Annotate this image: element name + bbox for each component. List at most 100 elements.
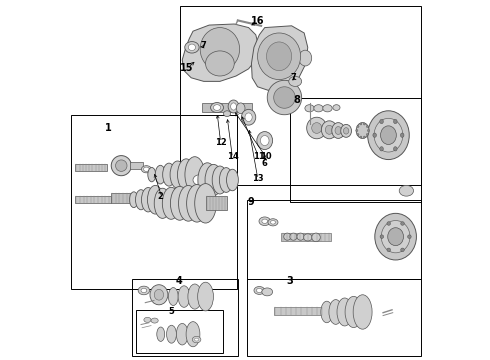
Ellipse shape	[401, 248, 404, 252]
Ellipse shape	[368, 130, 369, 132]
Ellipse shape	[169, 288, 178, 306]
Ellipse shape	[141, 288, 147, 293]
Ellipse shape	[375, 213, 416, 260]
Bar	[247, 200, 421, 279]
Ellipse shape	[270, 221, 275, 224]
Ellipse shape	[242, 109, 256, 125]
Bar	[202, 103, 252, 112]
Ellipse shape	[312, 233, 320, 242]
Ellipse shape	[329, 300, 343, 324]
Text: 7: 7	[201, 41, 207, 50]
Ellipse shape	[138, 286, 149, 295]
Ellipse shape	[142, 188, 155, 212]
Bar	[205, 196, 227, 211]
Bar	[71, 116, 237, 289]
Ellipse shape	[256, 288, 262, 293]
Ellipse shape	[353, 295, 372, 329]
Ellipse shape	[135, 190, 147, 210]
Ellipse shape	[387, 248, 391, 252]
Text: 14: 14	[226, 152, 238, 161]
Ellipse shape	[245, 113, 252, 122]
Ellipse shape	[192, 336, 201, 343]
Ellipse shape	[111, 156, 131, 176]
Ellipse shape	[380, 147, 383, 151]
Ellipse shape	[267, 42, 292, 71]
Ellipse shape	[205, 51, 234, 76]
Ellipse shape	[197, 282, 214, 311]
Ellipse shape	[393, 147, 397, 151]
Ellipse shape	[188, 284, 202, 309]
Ellipse shape	[195, 338, 199, 341]
Ellipse shape	[187, 185, 207, 222]
Ellipse shape	[321, 301, 333, 323]
Text: 10: 10	[260, 152, 271, 161]
Text: 9: 9	[247, 197, 254, 207]
Text: 8: 8	[294, 95, 300, 105]
Ellipse shape	[335, 127, 342, 134]
Ellipse shape	[363, 123, 366, 125]
Ellipse shape	[268, 219, 278, 226]
Ellipse shape	[289, 76, 302, 86]
Bar	[132, 279, 238, 356]
Text: 3: 3	[287, 276, 293, 286]
Ellipse shape	[162, 187, 180, 219]
Bar	[130, 162, 143, 169]
Ellipse shape	[211, 103, 223, 113]
Ellipse shape	[366, 125, 368, 127]
Text: 5: 5	[169, 307, 174, 316]
Text: 13: 13	[252, 174, 264, 183]
Text: 6: 6	[262, 159, 268, 168]
Ellipse shape	[155, 165, 166, 184]
Ellipse shape	[262, 219, 268, 224]
Ellipse shape	[332, 123, 344, 138]
Ellipse shape	[360, 123, 362, 125]
Ellipse shape	[144, 167, 149, 171]
Ellipse shape	[228, 100, 239, 113]
Ellipse shape	[307, 117, 327, 139]
Ellipse shape	[129, 192, 138, 208]
Ellipse shape	[195, 184, 217, 223]
Ellipse shape	[212, 166, 227, 194]
Ellipse shape	[163, 163, 175, 186]
Ellipse shape	[363, 136, 366, 138]
Ellipse shape	[226, 169, 238, 191]
Ellipse shape	[380, 235, 384, 238]
Ellipse shape	[325, 125, 333, 134]
Ellipse shape	[259, 217, 270, 226]
Ellipse shape	[341, 125, 351, 137]
Ellipse shape	[200, 28, 240, 71]
Bar	[180, 6, 421, 185]
Ellipse shape	[343, 128, 349, 134]
Ellipse shape	[381, 221, 410, 253]
Ellipse shape	[360, 136, 362, 138]
Ellipse shape	[284, 233, 291, 240]
Ellipse shape	[312, 123, 322, 134]
Bar	[290, 98, 421, 202]
Bar	[247, 279, 421, 356]
Text: 4: 4	[175, 276, 182, 286]
Text: 15: 15	[180, 63, 194, 73]
Ellipse shape	[154, 289, 164, 300]
Bar	[136, 310, 223, 353]
Ellipse shape	[357, 125, 359, 127]
Ellipse shape	[167, 325, 176, 343]
Ellipse shape	[188, 44, 196, 50]
Ellipse shape	[214, 105, 220, 111]
Ellipse shape	[345, 296, 362, 328]
Ellipse shape	[262, 288, 272, 296]
Ellipse shape	[178, 185, 198, 221]
Ellipse shape	[333, 105, 340, 111]
Text: 11: 11	[253, 152, 265, 161]
Ellipse shape	[171, 186, 189, 220]
Ellipse shape	[186, 321, 200, 347]
Ellipse shape	[393, 120, 397, 124]
Bar	[281, 233, 331, 240]
Ellipse shape	[258, 33, 300, 80]
Ellipse shape	[116, 160, 127, 171]
Ellipse shape	[303, 234, 312, 241]
Ellipse shape	[185, 157, 205, 193]
Ellipse shape	[321, 121, 337, 139]
Ellipse shape	[151, 318, 158, 323]
Ellipse shape	[223, 111, 231, 117]
Text: 16: 16	[251, 17, 264, 27]
